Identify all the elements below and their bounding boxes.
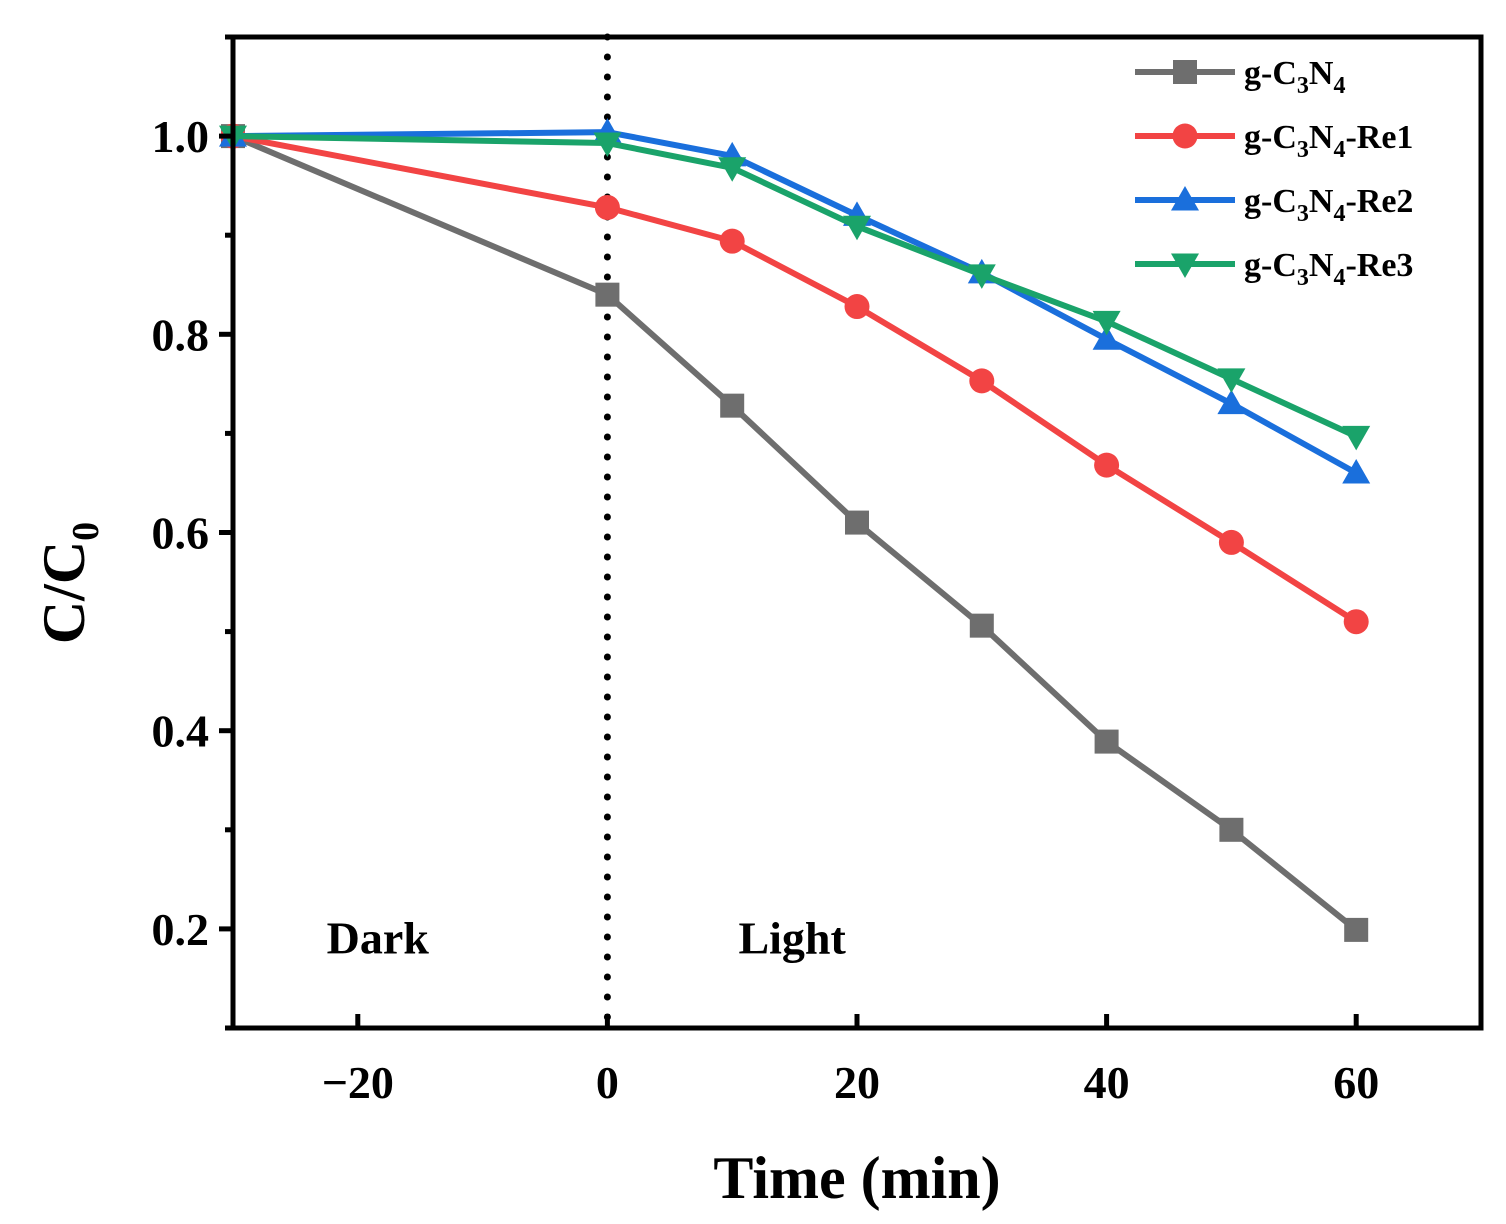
data-point-g-C3N4-Re1-4	[969, 368, 995, 394]
legend-marker-g-C3N4-Re2	[1171, 186, 1199, 211]
data-point-g-C3N4-Re1-2	[719, 228, 745, 254]
series-g-C3N4-Re2	[219, 118, 1371, 484]
data-point-g-C3N4-Re3-7	[1342, 425, 1371, 451]
y-tick-label-2: 0.6	[152, 508, 210, 559]
x-tick-label-0: −20	[322, 1057, 394, 1108]
y-axis-title-main: C/C	[31, 541, 97, 644]
x-axis-title: Time (min)	[713, 1145, 1000, 1211]
data-point-g-C3N4-Re2-5	[1092, 325, 1121, 350]
legend-label-g-C3N4-Re1: g-C3N4-Re1	[1244, 119, 1413, 163]
legend-entry-g-C3N4-Re2: g-C3N4-Re2	[1135, 183, 1413, 227]
y-axis-title-sub: 0	[65, 522, 107, 541]
y-tick-label-1: 0.4	[152, 706, 210, 757]
series-line-g-C3N4-Re3	[232, 133, 1358, 440]
legend-label-g-C3N4-Re3: g-C3N4-Re3	[1244, 247, 1413, 291]
y-tick-label-0: 0.2	[152, 904, 210, 955]
data-point-g-C3N4-Re3-2	[718, 157, 747, 182]
x-tick-label-3: 40	[1084, 1057, 1130, 1108]
data-point-g-C3N4-Re3-4	[967, 264, 996, 289]
data-point-g-C3N4-6	[1219, 817, 1244, 842]
legend-entry-g-C3N4: g-C3N4	[1135, 55, 1345, 99]
data-point-g-C3N4-Re1-7	[1343, 609, 1369, 635]
series-line-g-C3N4-Re2	[232, 129, 1358, 476]
x-tick-label-4: 60	[1333, 1057, 1379, 1108]
legend: g-C3N4 g-C3N4-Re1 g-C3N4-Re2 g-C3N4-Re3	[1135, 55, 1413, 291]
data-point-g-C3N4-1	[595, 282, 620, 307]
axes-layer: −20 0 20 40 60 0.2 0.4 0.6 0.8 1.0	[152, 34, 1484, 1108]
annotation-light: Light	[738, 913, 846, 964]
legend-entry-g-C3N4-Re1: g-C3N4-Re1	[1135, 119, 1413, 163]
legend-entry-g-C3N4-Re3: g-C3N4-Re3	[1135, 247, 1413, 291]
data-point-g-C3N4-Re3-5	[1092, 310, 1121, 336]
plot-area: Dark Light	[327, 33, 846, 1032]
y-tick-label-3: 0.8	[152, 309, 210, 360]
data-point-g-C3N4-Re3-3	[843, 215, 871, 241]
y-axis-title: C/C0	[31, 522, 107, 644]
series-line-g-C3N4-Re1	[232, 133, 1358, 625]
annotation-dark: Dark	[327, 913, 430, 964]
data-point-g-C3N4-Re1-3	[844, 294, 870, 320]
series-g-C3N4	[221, 124, 1369, 942]
data-point-g-C3N4-Re1-5	[1094, 452, 1120, 478]
legend-label-g-C3N4-Re2: g-C3N4-Re2	[1244, 183, 1413, 227]
x-tick-label-2: 20	[834, 1057, 880, 1108]
data-point-g-C3N4-Re1-6	[1218, 529, 1244, 555]
legend-label-g-C3N4: g-C3N4	[1244, 55, 1345, 99]
x-tick-label-1: 0	[596, 1057, 619, 1108]
y-tick-label-4: 1.0	[152, 111, 210, 162]
data-point-g-C3N4-Re3-6	[1217, 368, 1246, 393]
data-point-g-C3N4-Re1-1	[594, 194, 620, 220]
series-layer	[219, 118, 1371, 942]
svg-text:C/C0: C/C0	[31, 522, 107, 644]
data-point-g-C3N4-Re2-6	[1217, 389, 1246, 415]
series-g-C3N4-Re3	[219, 125, 1371, 451]
data-point-g-C3N4-Re2-7	[1342, 459, 1371, 484]
legend-marker-g-C3N4	[1173, 60, 1197, 84]
data-point-g-C3N4-Re3-1	[593, 132, 622, 158]
data-point-g-C3N4-2	[720, 393, 745, 418]
data-point-g-C3N4-4	[969, 613, 994, 638]
data-point-g-C3N4-7	[1344, 917, 1369, 942]
legend-marker-g-C3N4-Re3	[1171, 253, 1199, 278]
data-point-g-C3N4-5	[1094, 729, 1119, 754]
data-point-g-C3N4-3	[845, 510, 869, 535]
legend-marker-g-C3N4-Re1	[1172, 123, 1198, 149]
series-line-g-C3N4	[231, 133, 1359, 933]
